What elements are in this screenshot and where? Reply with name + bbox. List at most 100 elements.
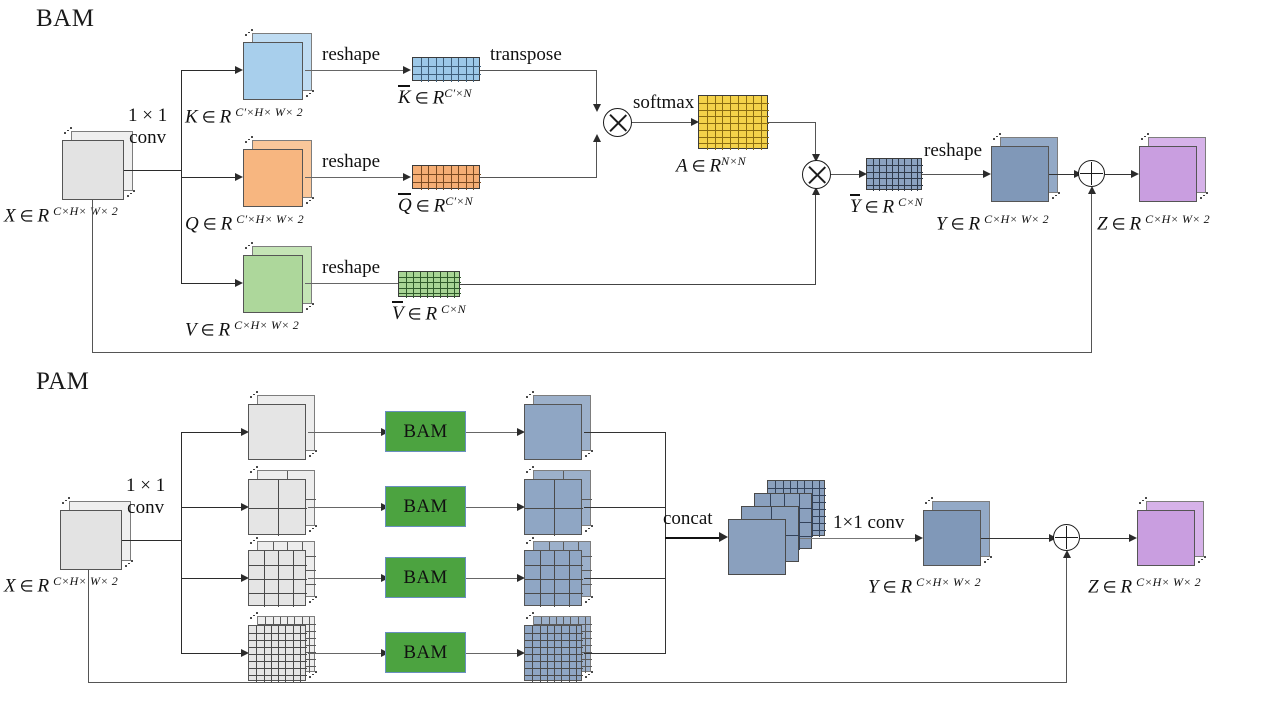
pam-bam-label-2: BAM [403, 495, 448, 517]
bam-residual-across [92, 352, 1092, 354]
bam-arrow-v [235, 278, 243, 287]
bam-label-z: Z ∈ R C×H× W× 2 [1097, 212, 1210, 235]
bam-reshape-label-v: reshape [322, 257, 381, 278]
pam-collect-line-3 [584, 578, 666, 580]
pam-in-card-4 [248, 612, 317, 682]
pam-out-card-4 [524, 612, 593, 682]
pam-out-card-2 [524, 466, 593, 536]
pam-bam-block-3[interactable]: BAM [385, 557, 466, 598]
pam-to-bam-line-3 [308, 578, 384, 580]
pam-input-x-card [60, 497, 133, 570]
pam-branch-arrow-1 [241, 427, 249, 436]
bam-branch-line-k [181, 70, 237, 72]
bam-a-drop [815, 122, 817, 159]
bam-y-card [991, 133, 1060, 202]
section-title-pam: PAM [36, 368, 90, 395]
pam-concat-stack [727, 480, 837, 575]
pam-conv-line [800, 538, 918, 540]
bam-label-kbar: K ∈ RC′×N [398, 86, 472, 109]
bam-label-q: Q ∈ R C′×H× W× 2 [185, 212, 304, 235]
bam-arrow-q [235, 172, 243, 181]
pam-to-bam-line-2 [308, 507, 384, 509]
pam-residual-across [88, 682, 1067, 684]
pam-bam-out-line-1 [466, 432, 520, 434]
pam-collect-line-1 [584, 432, 666, 434]
bam-label-ybar: Y ∈ R C×N [850, 195, 923, 218]
pam-to-bam-line-1 [308, 432, 384, 434]
pam-bam-label-3: BAM [403, 566, 448, 588]
pam-bam-block-4[interactable]: BAM [385, 632, 466, 673]
bam-label-v: V ∈ R C×H× W× 2 [185, 318, 299, 341]
bam-reshape-label-y: reshape [924, 140, 983, 161]
bam-input-x-card [62, 127, 135, 200]
pam-z-card [1137, 497, 1206, 566]
pam-in-card-1 [248, 391, 317, 460]
pam-in-card-2 [248, 466, 317, 536]
bam-z-card [1139, 133, 1208, 202]
bam-a-out-line [768, 122, 816, 124]
pam-bam-out-line-3 [466, 578, 520, 580]
bam-vbar-arrow [811, 187, 820, 195]
bam-softmax-line [632, 122, 694, 124]
bam-label-x: X ∈ R C×H× W× 2 [4, 204, 118, 227]
pam-concat-bus [665, 432, 667, 654]
bam-z-in-arrow [1131, 169, 1139, 178]
pam-y-out-line [981, 538, 1053, 540]
bam-transpose-label: transpose [490, 44, 562, 65]
bam-ybar-matrix [866, 158, 923, 191]
pam-bam-block-1[interactable]: BAM [385, 411, 466, 452]
pam-residual-down [88, 570, 90, 683]
pam-bam-out-arrow-4 [517, 648, 525, 657]
pam-label-y: Y ∈ R C×H× W× 2 [868, 575, 981, 598]
pam-collect-line-2 [584, 507, 666, 509]
bam-softmax-arrow [691, 117, 699, 126]
pam-branch-line-1 [181, 432, 243, 434]
bam-arrow-k [235, 65, 243, 74]
pam-bam-out-arrow-3 [517, 573, 525, 582]
bam-a-matrix [698, 95, 769, 150]
bam-k-card [243, 29, 314, 100]
bam-ybar-in-line [831, 174, 863, 176]
pam-conv-arrow [915, 533, 923, 542]
bam-y-out-line [1049, 174, 1078, 176]
pam-bam-out-line-2 [466, 507, 520, 509]
bam-conv-line1: 1 × 1 [128, 105, 168, 126]
bam-qbar-arrow [592, 134, 601, 142]
bam-transpose-line [480, 70, 597, 72]
bam-label-vbar: V ∈ R C×N [392, 302, 466, 325]
bam-reshape-arrow-y [983, 169, 991, 178]
pam-bam-out-line-4 [466, 653, 520, 655]
pam-branch-line-2 [181, 507, 243, 509]
bam-residual-arrow [1087, 186, 1096, 194]
bam-reshape-line-y [922, 174, 986, 176]
pam-label-x: X ∈ R C×H× W× 2 [4, 574, 118, 597]
bam-label-k: K ∈ R C′×H× W× 2 [185, 105, 303, 128]
bam-conv-label: 1 × 1 conv [128, 105, 167, 150]
pam-concat-label: concat [663, 508, 713, 529]
bam-reshape-arrow-k [403, 65, 411, 74]
bam-reshape-line-q [305, 177, 405, 179]
bam-label-y: Y ∈ R C×H× W× 2 [936, 212, 1049, 235]
pam-branch-bus [181, 432, 183, 654]
bam-label-a: A ∈ RN×N [676, 154, 746, 177]
pam-conv-line2: conv [127, 497, 165, 519]
bam-vbar-rise [815, 190, 817, 285]
pam-to-bam-line-4 [308, 653, 384, 655]
pam-branch-arrow-3 [241, 573, 249, 582]
bam-branch-line-v [181, 283, 237, 285]
bam-ybar-in-arrow [859, 169, 867, 178]
bam-q-card [243, 136, 314, 207]
pam-bam-block-2[interactable]: BAM [385, 486, 466, 527]
pam-branch-arrow-4 [241, 648, 249, 657]
pam-concat-arrow [719, 532, 728, 542]
pam-trunk-line [122, 540, 182, 542]
bam-qbar-matrix [412, 165, 481, 190]
bam-v-card [243, 242, 314, 313]
pam-out-card-1 [524, 391, 593, 460]
pam-z-in-arrow [1129, 533, 1137, 542]
bam-transpose-arrow [592, 104, 601, 112]
pam-bam-out-arrow-1 [517, 427, 525, 436]
bam-reshape-line-k [305, 70, 405, 72]
bam-trunk-line [124, 170, 182, 172]
